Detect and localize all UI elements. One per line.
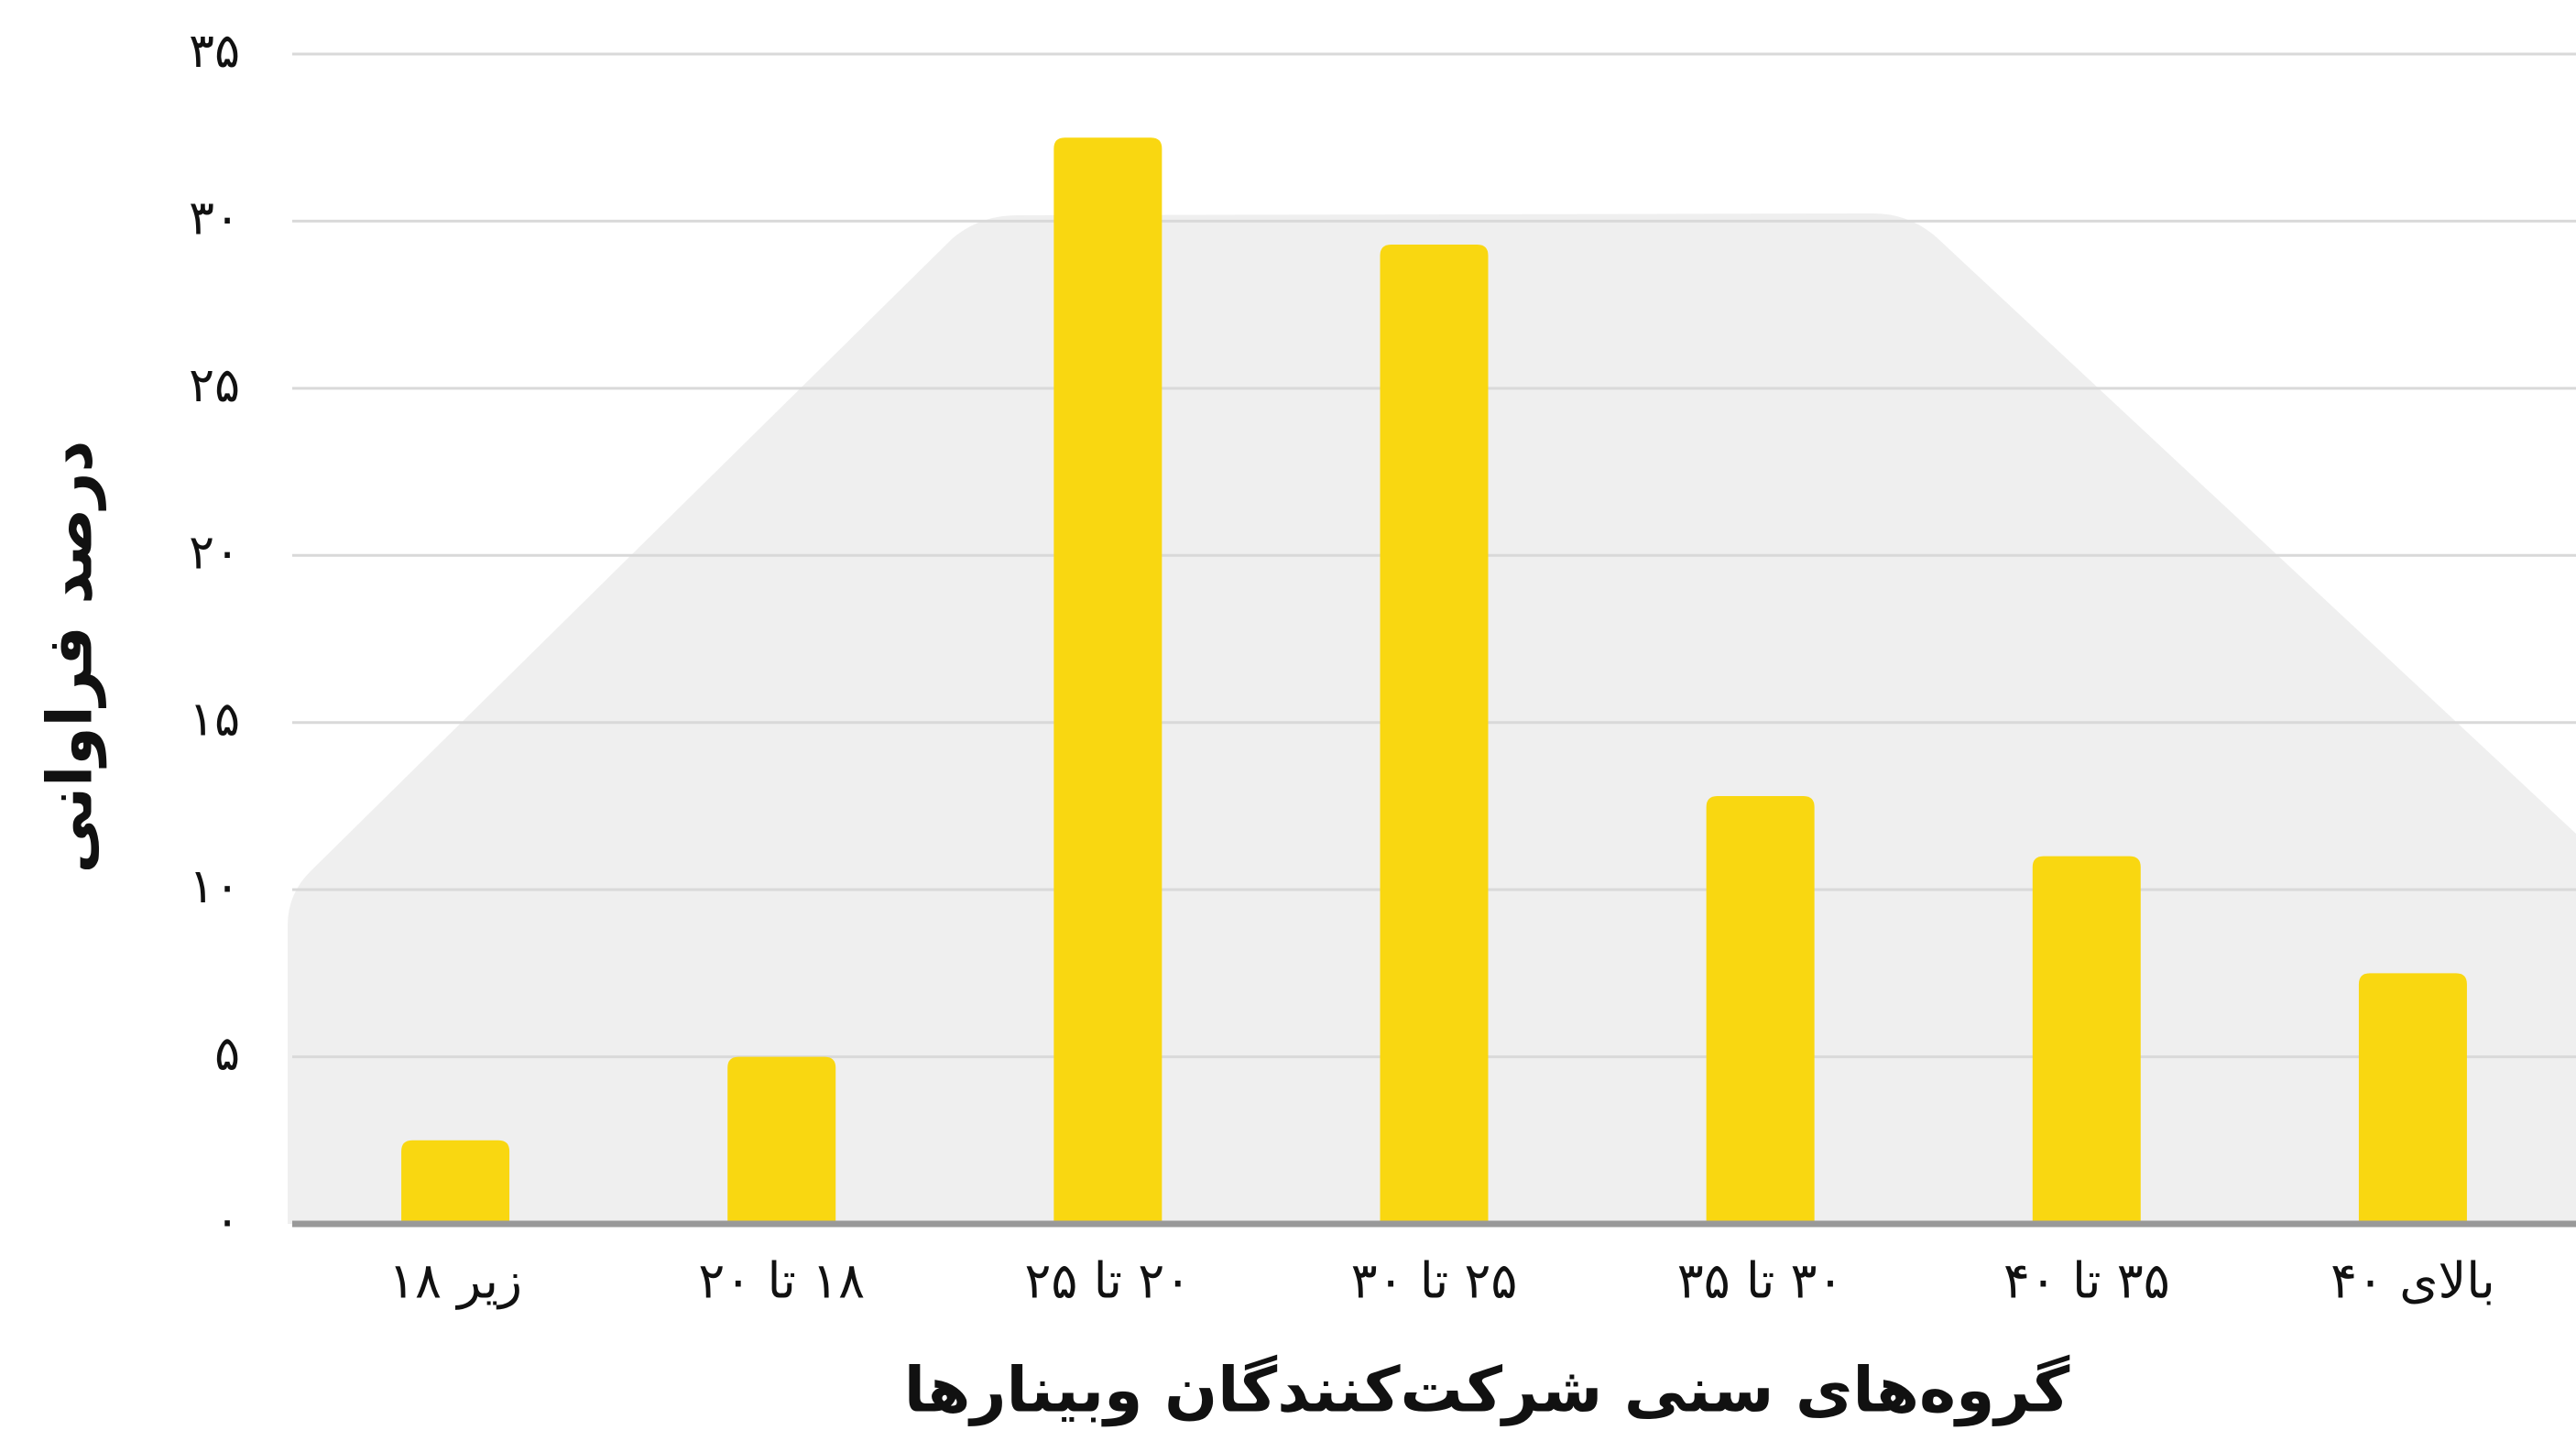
bar [1381,245,1489,1224]
bar [2359,973,2467,1224]
x-axis-title: گروه‌های سنی شرکت‌کنندگان وبینارها [904,1355,2070,1427]
y-tick-label: ۰ [214,1194,240,1249]
x-tick-label: ۲۵ تا ۳۰ [1351,1252,1518,1310]
bar [1707,796,1815,1224]
bar [1053,137,1162,1224]
x-tick-label: ۳۰ تا ۳۵ [1677,1252,1844,1310]
bar [727,1057,835,1224]
page: {"chart_data": {"type": "bar", "x_label"… [0,0,2576,1441]
x-tick-label: زیر ۱۸ [388,1252,522,1310]
y-tick-label: ۱۰ [189,859,240,914]
y-tick-label: ۲۰ [189,525,240,580]
y-axis-title: درصد فراوانی [35,441,107,874]
bar [401,1141,509,1224]
x-tick-label: بالای ۴۰ [2330,1252,2495,1310]
y-tick-label: ۱۵ [189,693,240,748]
bar [2033,857,2141,1224]
y-tick-label: ۵ [214,1027,240,1082]
y-tick-label: ۲۵ [189,358,240,413]
y-tick-label: ۳۵ [189,24,240,79]
x-tick-label: ۲۰ تا ۲۵ [1024,1252,1191,1310]
x-tick-label: ۱۸ تا ۲۰ [698,1252,865,1310]
chart: گروه‌های سنی شرکت‌کنندگان وبینارها درصد … [0,0,2576,1441]
x-tick-label: ۳۵ تا ۴۰ [2003,1252,2170,1310]
y-tick-label: ۳۰ [189,191,240,246]
